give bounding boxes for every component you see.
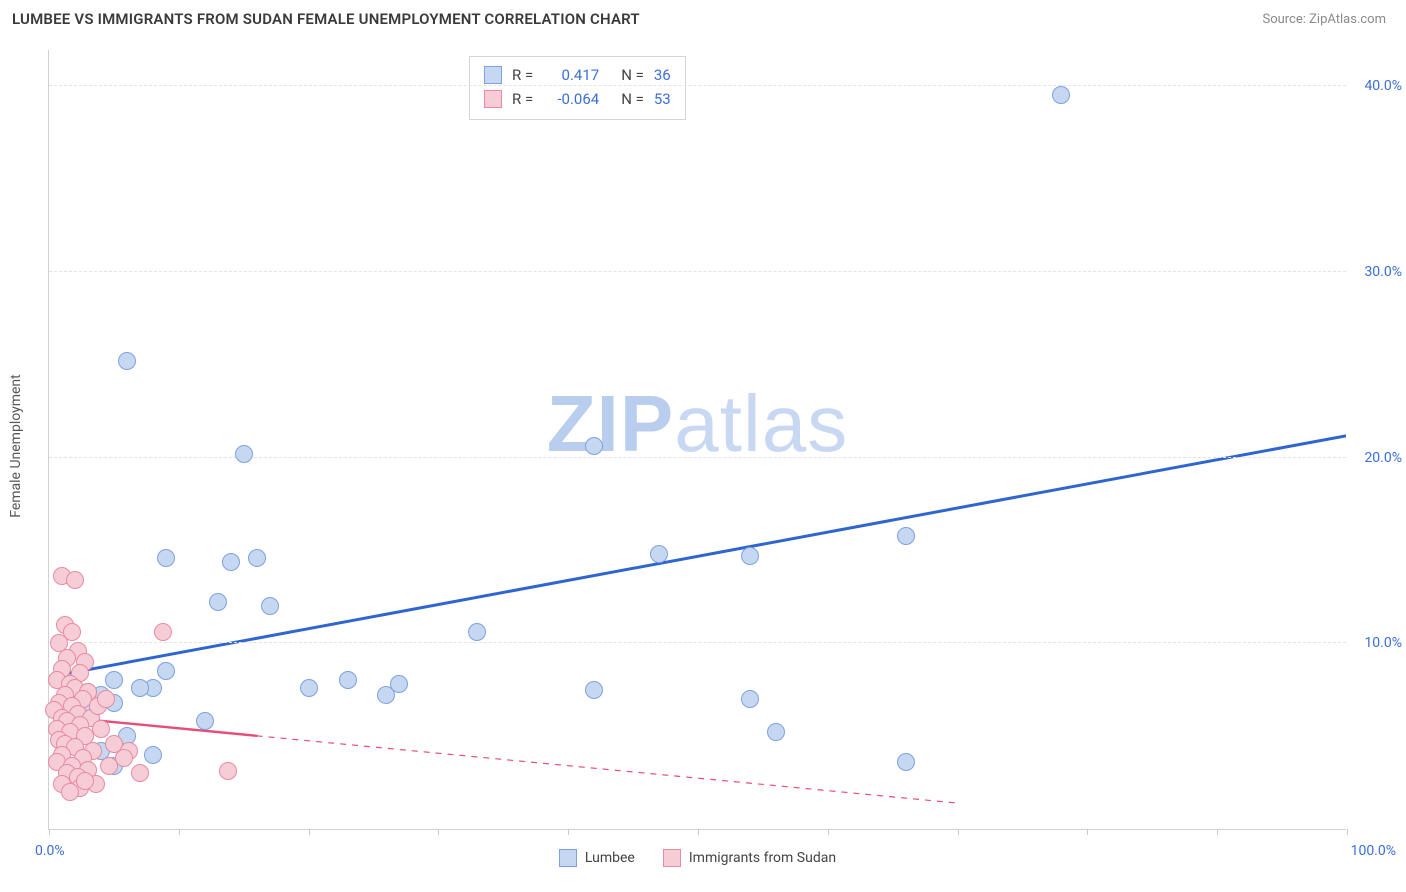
data-point [585, 681, 603, 699]
data-point [209, 593, 227, 611]
data-point [219, 762, 237, 780]
y-tick-label: 30.0% [1364, 264, 1402, 280]
legend-item: Lumbee [559, 849, 635, 867]
data-point [468, 623, 486, 641]
x-tick [1347, 829, 1348, 835]
legend-row: R = -0.064 N = 53 [484, 87, 671, 111]
x-tick [958, 829, 959, 835]
data-point [741, 547, 759, 565]
x-tick [568, 829, 569, 835]
legend-r-value: -0.064 [543, 87, 599, 111]
y-tick-label: 10.0% [1364, 635, 1402, 651]
data-point [767, 723, 785, 741]
legend-swatch [484, 90, 502, 108]
correlation-legend: R = 0.417 N = 36 R = -0.064 N = 53 [469, 56, 686, 120]
legend-label: Lumbee [585, 850, 635, 866]
legend-swatch [663, 849, 681, 867]
legend-swatch [559, 849, 577, 867]
data-point [144, 746, 162, 764]
data-point [897, 527, 915, 545]
gridline [49, 642, 1346, 643]
scatter-plot: ZIPatlas R =0.417N =36R =-0.064N =53 Lum… [48, 50, 1346, 830]
data-point [105, 671, 123, 689]
data-point [585, 437, 603, 455]
data-point [131, 764, 149, 782]
data-point [157, 549, 175, 567]
x-tick [438, 829, 439, 835]
x-tick [828, 829, 829, 835]
data-point [248, 549, 266, 567]
data-point [300, 679, 318, 697]
legend-label: Immigrants from Sudan [689, 850, 836, 866]
data-point [897, 753, 915, 771]
source-attribution: Source: ZipAtlas.com [1262, 12, 1386, 27]
data-point [390, 675, 408, 693]
x-tick [698, 829, 699, 835]
trend-lines [49, 50, 1346, 829]
legend-swatch [484, 66, 502, 84]
legend-r-value: 0.417 [543, 63, 599, 87]
data-point [1052, 86, 1070, 104]
legend-n-label: N = [621, 63, 644, 87]
chart-title: LUMBEE VS IMMIGRANTS FROM SUDAN FEMALE U… [12, 10, 640, 28]
x-tick-label: 100.0% [1351, 843, 1396, 859]
legend-n-value: 36 [654, 63, 671, 87]
data-point [115, 749, 133, 767]
data-point [741, 690, 759, 708]
data-point [650, 545, 668, 563]
legend-n-label: N = [621, 87, 644, 111]
data-point [261, 597, 279, 615]
data-point [92, 720, 110, 738]
data-point [196, 712, 214, 730]
data-point [339, 671, 357, 689]
data-point [131, 679, 149, 697]
gridline [49, 271, 1346, 272]
y-tick-label: 40.0% [1364, 78, 1402, 94]
x-tick-label: 0.0% [35, 843, 65, 859]
data-point [76, 772, 94, 790]
y-tick-label: 20.0% [1364, 450, 1402, 466]
data-point [235, 445, 253, 463]
x-tick [1087, 829, 1088, 835]
legend-row: R = 0.417 N = 36 [484, 63, 671, 87]
data-point [66, 571, 84, 589]
data-point [61, 783, 79, 801]
legend-n-value: 53 [654, 87, 671, 111]
x-tick [1217, 829, 1218, 835]
data-point [97, 690, 115, 708]
x-tick [309, 829, 310, 835]
series-legend: Lumbee Immigrants from Sudan [49, 849, 1346, 867]
legend-r-label: R = [512, 63, 533, 87]
legend-r-label: R = [512, 87, 533, 111]
data-point [222, 553, 240, 571]
y-axis-label: Female Unemployment [8, 374, 24, 518]
legend-item: Immigrants from Sudan [663, 849, 836, 867]
data-point [157, 662, 175, 680]
data-point [154, 623, 172, 641]
x-tick [49, 829, 50, 835]
x-tick [179, 829, 180, 835]
data-point [118, 352, 136, 370]
gridline [49, 85, 1346, 86]
